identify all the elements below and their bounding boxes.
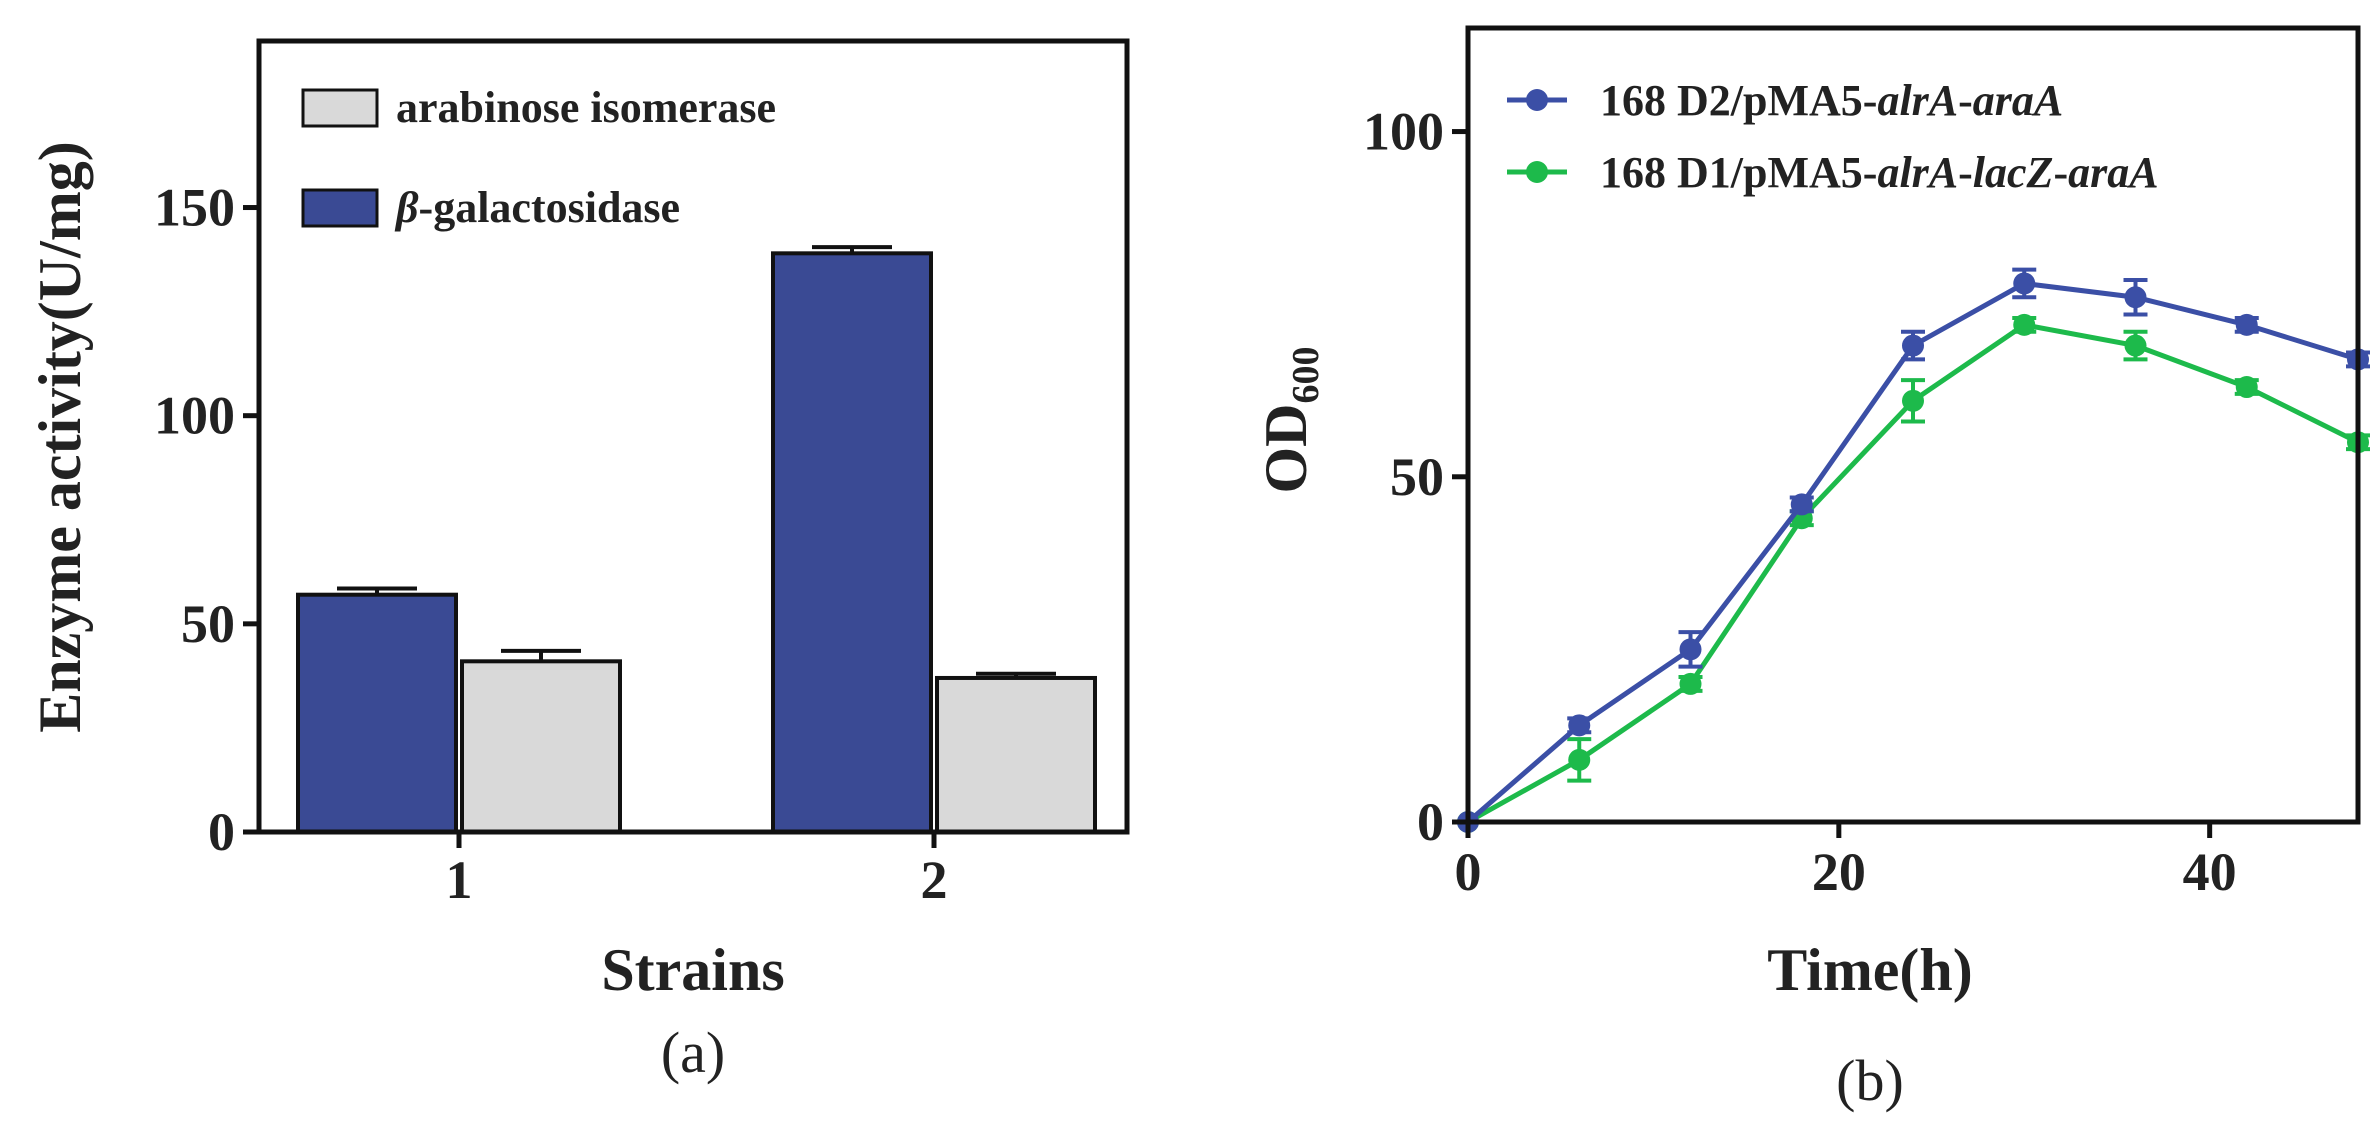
legend-label-d1: 168 D1/pMA5-alrA-lacZ-araA (1600, 148, 2159, 197)
legend-swatch-galactosidase (301, 188, 379, 228)
y-axis-ticks: 0 50 100 (1363, 102, 1468, 852)
y-tick-label: 100 (154, 386, 235, 446)
y-tick-label: 50 (181, 594, 235, 654)
legend-label-isomerase: arabinose isomerase (396, 83, 776, 132)
y-axis-title: Enzyme activity(U/mg) (27, 141, 93, 733)
legend-swatch-isomerase (301, 88, 379, 128)
y-tick-label: 0 (1417, 792, 1444, 852)
x-axis-title: Time(h) (1767, 937, 1973, 1003)
y-tick-label: 100 (1363, 102, 1444, 162)
bar-galactosidase-strain-2 (771, 251, 933, 835)
error-bar-group (337, 245, 1056, 678)
bar-isomerase-strain-2 (935, 675, 1097, 834)
y-axis-title-main: OD (1253, 404, 1319, 494)
y-tick-label: 150 (154, 178, 235, 238)
panel-label-b: (b) (1836, 1048, 1904, 1113)
legend-label-part: araA (2068, 148, 2158, 197)
data-point-d1 (2235, 376, 2258, 399)
y-tick-label: 50 (1390, 447, 1444, 507)
y-axis-title-subscript: 600 (1285, 347, 1327, 404)
data-point-d1 (1679, 672, 1702, 695)
bar-galactosidase-strain-1 (296, 592, 458, 835)
x-tick-label: 0 (1455, 842, 1482, 902)
bar-group (296, 251, 1097, 835)
x-tick-label: 2 (921, 850, 948, 910)
y-tick-label: 0 (208, 802, 235, 862)
plot-frame (256, 38, 1130, 835)
x-tick-label: 20 (1812, 842, 1866, 902)
y-axis-ticks: 0 50 100 150 (154, 178, 259, 862)
legend-marker-d2 (1526, 89, 1548, 111)
legend-label-galactosidase: β-galactosidase (394, 183, 680, 232)
y-axis-title: OD600 (1253, 347, 1327, 494)
legend-label-part: lacZ (1973, 148, 2054, 197)
data-point-d1 (1568, 748, 1591, 771)
x-axis-title: Strains (601, 937, 784, 1003)
data-point-d2 (1790, 493, 1813, 516)
legend-label-part: alrA (1877, 148, 1958, 197)
legend-label-d2: 168 D2/pMA5-alrA-araA (1600, 76, 2063, 125)
legend-label-part: - (1958, 148, 1973, 197)
line-series-group (1457, 267, 2370, 833)
legend-label-part: alrA (1877, 76, 1958, 125)
series-d1 (1457, 313, 2370, 833)
data-point-d2 (1568, 714, 1591, 737)
data-point-d2 (2013, 272, 2036, 295)
data-point-d2 (2235, 313, 2258, 336)
legend-label-part: - (1958, 76, 1973, 125)
data-point-d1 (2124, 334, 2147, 357)
data-point-d1 (2013, 313, 2036, 336)
series-d2 (1457, 267, 2370, 833)
legend-beta-symbol: β (394, 183, 419, 232)
legend-label-part: araA (1973, 76, 2063, 125)
legend: arabinose isomerase β-galactosidase (301, 83, 776, 232)
legend-galactosidase-suffix: -galactosidase (419, 183, 681, 232)
x-tick-label: 1 (446, 850, 473, 910)
plot-frame (1465, 25, 2361, 825)
series-line-d2 (1466, 280, 2359, 824)
legend-label-part: 168 D2/pMA5- (1600, 76, 1877, 125)
x-tick-label: 40 (2183, 842, 2237, 902)
data-point-d2 (1902, 334, 1924, 357)
bar-isomerase-strain-1 (460, 659, 622, 835)
legend-label-part: - (2053, 148, 2068, 197)
x-axis-ticks: 0 20 40 (1455, 822, 2237, 902)
data-point-d2 (1679, 638, 1702, 661)
legend-marker-d1 (1526, 161, 1548, 183)
panel-label-a: (a) (661, 1020, 725, 1085)
data-point-d1 (1902, 389, 1924, 412)
legend-label-part: 168 D1/pMA5- (1600, 148, 1877, 197)
data-point-d2 (2124, 286, 2147, 309)
